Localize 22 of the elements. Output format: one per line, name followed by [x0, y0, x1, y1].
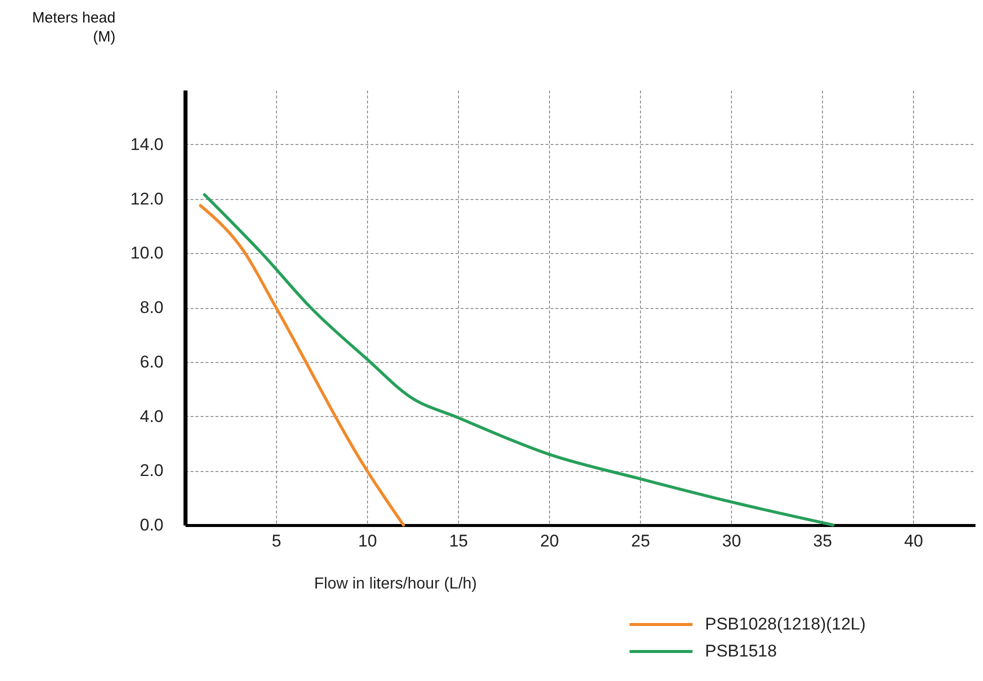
y-tick-label: 12.0: [130, 189, 164, 208]
y-tick-label: 8.0: [140, 298, 164, 317]
x-tick-label: 25: [631, 532, 650, 550]
y-tick-label: 10.0: [130, 244, 164, 263]
x-tick-label: 40: [904, 532, 924, 550]
y-tick-label: 6.0: [140, 352, 164, 372]
y-tick-label: 2.0: [140, 461, 164, 480]
legend-label: PSB1028(1218)(12L): [705, 614, 866, 634]
x-tick-label: 15: [449, 532, 468, 550]
line-series: [198, 204, 405, 526]
x-axis-title: Flow in liters/hour (L/h): [314, 576, 477, 592]
line-series: [202, 193, 835, 526]
x-tick-label: 10: [358, 532, 377, 550]
x-tick-label: 30: [722, 532, 742, 550]
y-axis-title: Meters head (M): [32, 10, 116, 46]
x-tick-label: 20: [540, 532, 560, 550]
y-tick-label: 4.0: [140, 406, 164, 426]
x-tick-label: 35: [813, 532, 832, 550]
legend-label: PSB1518: [705, 642, 777, 660]
y-tick-label: 0.0: [140, 516, 164, 534]
y-tick-label: 14.0: [130, 134, 164, 154]
x-tick-label: 5: [272, 532, 282, 550]
